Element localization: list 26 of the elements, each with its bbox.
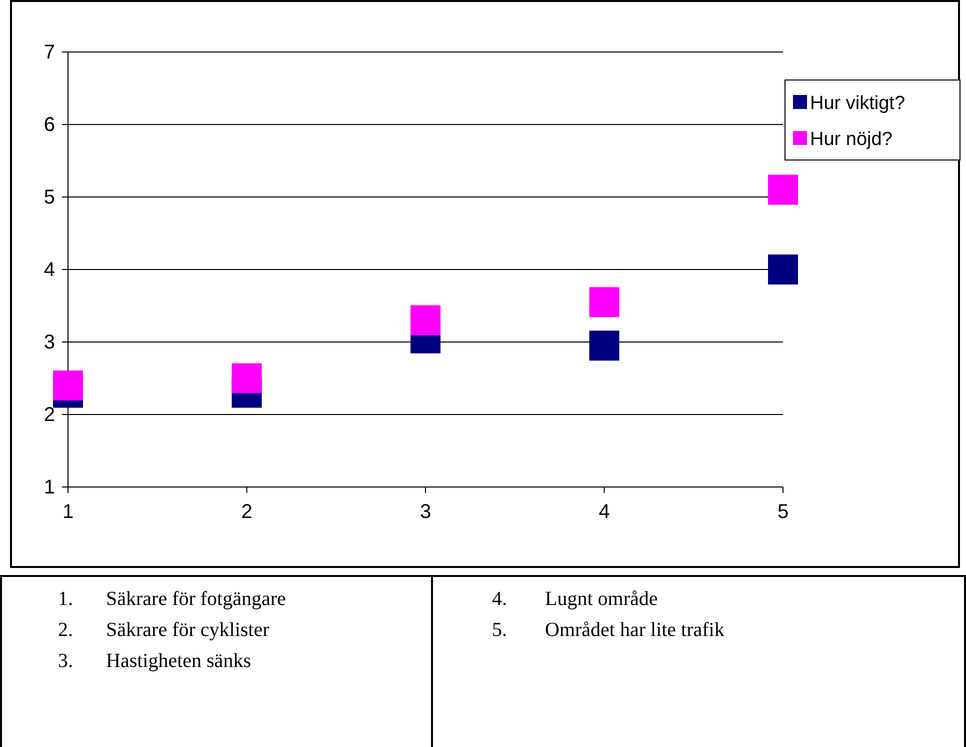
legend-label: Hur viktigt? xyxy=(810,93,906,114)
text: 3. Hastigheten sänks xyxy=(58,650,251,672)
point xyxy=(589,287,620,318)
x-tick-label: 3 xyxy=(420,501,432,523)
text: 5. Området har lite trafik xyxy=(492,619,724,641)
point xyxy=(768,254,798,284)
y-tick-label: 4 xyxy=(44,258,55,281)
text: 4. Lugnt område xyxy=(492,588,658,610)
x-tick-label: 1 xyxy=(62,501,74,523)
y-tick-label: 1 xyxy=(44,476,55,498)
text: 2. Säkrare för cyklister xyxy=(58,619,270,641)
point xyxy=(410,305,440,336)
text: 1. Säkrare för fotgängare xyxy=(58,588,286,610)
y-tick-label: 6 xyxy=(44,114,55,136)
point xyxy=(589,330,620,361)
point xyxy=(768,174,798,205)
x-tick-label: 5 xyxy=(777,501,789,523)
y-tick-label: 3 xyxy=(44,331,55,354)
x-tick-label: 4 xyxy=(598,501,610,523)
x-tick-label: 2 xyxy=(241,501,252,523)
y-tick-label: 5 xyxy=(44,186,55,208)
y-tick-label: 7 xyxy=(44,41,55,64)
point xyxy=(232,363,262,394)
y-tick-label: 2 xyxy=(44,404,55,426)
point xyxy=(53,370,83,400)
legend-label: Hur nöjd? xyxy=(810,129,892,150)
